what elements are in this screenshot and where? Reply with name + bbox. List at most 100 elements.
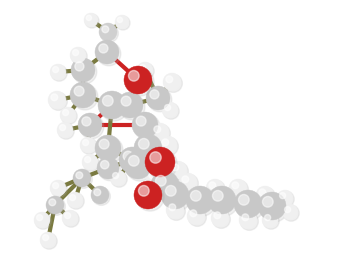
Circle shape: [258, 192, 286, 220]
Circle shape: [238, 194, 249, 205]
Circle shape: [146, 86, 170, 110]
Circle shape: [166, 201, 184, 219]
Circle shape: [74, 86, 84, 96]
Circle shape: [50, 64, 66, 80]
Circle shape: [99, 139, 109, 149]
Circle shape: [172, 164, 179, 171]
Circle shape: [148, 88, 172, 112]
Circle shape: [67, 192, 83, 208]
Circle shape: [164, 74, 182, 92]
Circle shape: [137, 62, 153, 78]
Circle shape: [212, 190, 223, 201]
Circle shape: [81, 138, 97, 154]
Circle shape: [117, 92, 143, 118]
Circle shape: [150, 152, 161, 163]
Circle shape: [100, 24, 118, 42]
Circle shape: [134, 134, 162, 162]
Circle shape: [164, 104, 171, 111]
Circle shape: [280, 193, 286, 199]
Circle shape: [207, 180, 225, 198]
Circle shape: [52, 183, 59, 189]
Circle shape: [126, 68, 154, 96]
Circle shape: [51, 65, 67, 81]
Circle shape: [162, 139, 169, 146]
Circle shape: [179, 173, 197, 191]
Circle shape: [80, 115, 104, 139]
Circle shape: [163, 73, 181, 91]
Circle shape: [263, 213, 279, 229]
Circle shape: [62, 210, 78, 226]
Circle shape: [153, 173, 181, 201]
Circle shape: [72, 84, 98, 110]
Circle shape: [36, 215, 43, 221]
Circle shape: [150, 90, 159, 99]
Circle shape: [236, 192, 264, 220]
Circle shape: [210, 188, 238, 216]
Circle shape: [103, 96, 113, 106]
Circle shape: [151, 171, 179, 199]
Circle shape: [154, 126, 161, 133]
Circle shape: [73, 60, 97, 84]
Circle shape: [167, 202, 186, 220]
Circle shape: [95, 40, 119, 64]
Circle shape: [162, 102, 178, 118]
Circle shape: [188, 208, 206, 226]
Circle shape: [73, 169, 91, 187]
Circle shape: [214, 212, 221, 219]
Circle shape: [262, 212, 278, 228]
Circle shape: [102, 26, 109, 33]
Circle shape: [262, 197, 273, 207]
Circle shape: [86, 15, 92, 21]
Circle shape: [128, 156, 139, 166]
Circle shape: [124, 66, 152, 94]
Circle shape: [277, 190, 293, 206]
Circle shape: [63, 211, 79, 227]
Circle shape: [170, 162, 188, 180]
Circle shape: [126, 153, 154, 181]
Circle shape: [41, 233, 57, 249]
Circle shape: [206, 179, 224, 197]
Circle shape: [74, 170, 92, 188]
Circle shape: [239, 211, 257, 229]
Circle shape: [68, 193, 84, 209]
Circle shape: [78, 113, 102, 137]
Circle shape: [82, 117, 91, 126]
Circle shape: [70, 82, 96, 108]
Circle shape: [256, 186, 274, 204]
Circle shape: [117, 17, 122, 23]
Circle shape: [43, 235, 49, 241]
Circle shape: [159, 136, 177, 154]
Circle shape: [136, 183, 164, 211]
Circle shape: [128, 70, 139, 81]
Circle shape: [163, 103, 179, 119]
Circle shape: [35, 213, 51, 229]
Circle shape: [110, 170, 126, 186]
Circle shape: [76, 172, 83, 179]
Circle shape: [51, 181, 67, 197]
Circle shape: [139, 139, 149, 149]
Circle shape: [240, 212, 258, 230]
Circle shape: [232, 182, 239, 189]
Circle shape: [265, 215, 271, 221]
Circle shape: [209, 182, 216, 189]
Circle shape: [49, 199, 56, 206]
Circle shape: [75, 62, 84, 71]
Circle shape: [151, 123, 169, 141]
Circle shape: [145, 147, 175, 177]
Circle shape: [70, 47, 86, 63]
Circle shape: [85, 157, 91, 163]
Circle shape: [49, 92, 67, 110]
Circle shape: [149, 172, 156, 179]
Circle shape: [234, 190, 262, 218]
Circle shape: [147, 149, 177, 179]
Circle shape: [48, 91, 66, 109]
Circle shape: [80, 137, 96, 153]
Circle shape: [163, 183, 191, 211]
Circle shape: [95, 135, 121, 161]
Circle shape: [61, 108, 77, 124]
Circle shape: [138, 63, 154, 79]
Circle shape: [60, 124, 66, 131]
Circle shape: [97, 42, 121, 66]
Circle shape: [285, 207, 290, 213]
Circle shape: [47, 197, 65, 215]
